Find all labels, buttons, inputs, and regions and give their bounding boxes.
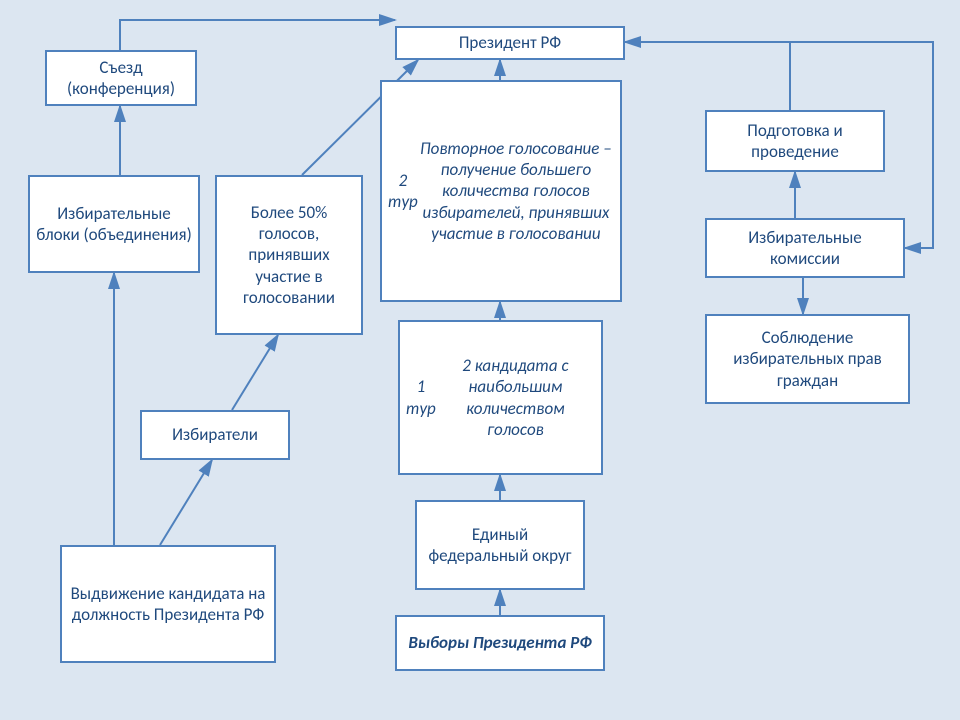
node-blocks: Избирательные блоки (объединения) bbox=[28, 175, 200, 273]
edge-prep-to-president bbox=[625, 42, 790, 110]
flowchart-canvas: Президент РФ Съезд (конференция) Избирател… bbox=[0, 0, 960, 720]
edge-voters-to-over50 bbox=[232, 335, 278, 410]
node-nomination: Выдвижение кандидата на должность Презид… bbox=[60, 545, 276, 663]
node-congress: Съезд (конференция) bbox=[45, 50, 197, 106]
node-district: Единый федеральный округ bbox=[415, 500, 585, 590]
node-voters: Избиратели bbox=[140, 410, 290, 460]
edge-nomination-to-voters bbox=[160, 460, 212, 545]
node-round2: 2 турПовторное голосование – получение б… bbox=[380, 80, 622, 302]
node-prep: Подготовка и проведение bbox=[705, 110, 885, 172]
node-elections: Выборы Президента РФ bbox=[395, 615, 605, 671]
node-over50: Более 50% голосов, принявших участие в г… bbox=[215, 175, 363, 335]
edge-congress-to-president bbox=[120, 20, 395, 50]
node-round1: 1 тур2 кандидата с наибольшим количество… bbox=[398, 320, 603, 475]
node-rights: Соблюдение избирательных прав граждан bbox=[705, 314, 910, 404]
node-president: Президент РФ bbox=[395, 26, 625, 60]
node-commissions: Избирательные комиссии bbox=[705, 218, 905, 278]
